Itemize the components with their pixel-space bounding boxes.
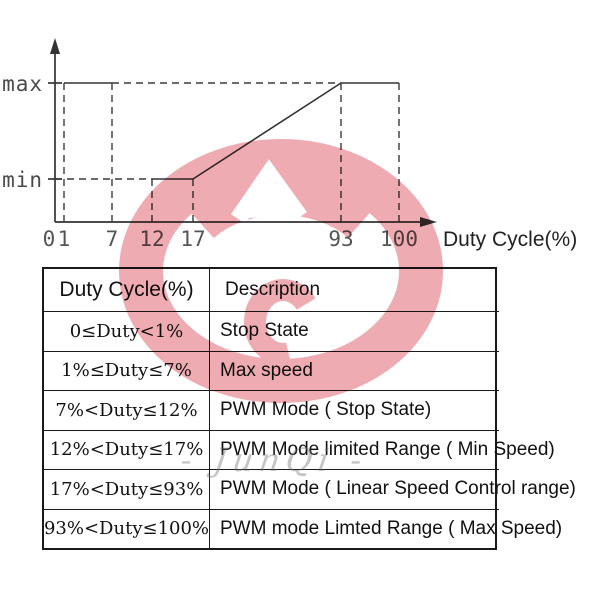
curve-segment (192, 82, 342, 180)
table-header-duty-cycle: Duty Cycle(%) (59, 278, 194, 301)
table-row-duty-range: 1%≤Duty≤7% (44, 350, 209, 391)
table-row-description: Max speed (209, 350, 499, 390)
duty-cycle-table: Duty Cycle(%) Description 0≤Duty<1% Stop … (42, 267, 576, 550)
table-row-description: Stop State (209, 311, 499, 351)
x-tick-label: 0 (43, 227, 56, 251)
table-row-duty-range: 0≤Duty<1% (44, 311, 209, 351)
table-header-description: Description (209, 269, 499, 311)
table-row-duty-range: 7%<Duty≤12% (44, 390, 209, 430)
table-row-description: PWM Mode ( Linear Speed Control range) (209, 469, 576, 509)
x-tick-label: 100 (380, 227, 418, 251)
x-tick-label: 17 (180, 227, 205, 251)
table-row-duty-range: 17%<Duty≤93% (44, 469, 209, 509)
x-tick-label: 1 (58, 227, 71, 251)
table-row-duty-range: 93%<Duty≤100% (44, 508, 209, 549)
x-tick-label: 7 (106, 227, 119, 251)
x-axis-arrow (420, 217, 437, 227)
x-tick-label: 93 (328, 227, 353, 251)
table-row-description: PWM Mode limited Range ( Min Speed) (209, 429, 555, 469)
x-tick-label: 12 (139, 227, 164, 251)
y-tick-label: min (2, 168, 43, 192)
x-axis-title: Duty Cycle(%) (443, 228, 577, 251)
y-axis-arrow (50, 38, 60, 54)
table-row-duty-range: 12%<Duty≤17% (44, 429, 209, 470)
y-tick-label: max (2, 72, 43, 96)
table-row-description: PWM Mode ( Stop State) (209, 390, 499, 430)
table-row-description: PWM mode Limted Range ( Max Speed) (209, 508, 562, 548)
